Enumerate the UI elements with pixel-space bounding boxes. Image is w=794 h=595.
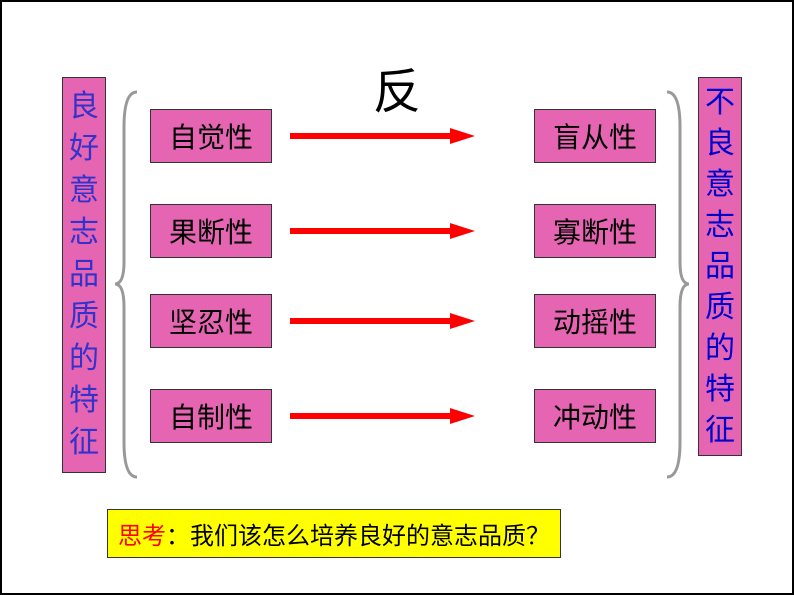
arrow-icon <box>290 126 475 146</box>
left-char: 征 <box>67 422 101 464</box>
left-char: 的 <box>67 338 101 380</box>
right-char: 不 <box>703 82 737 123</box>
right-char: 特 <box>703 369 737 410</box>
good-trait-box: 自制性 <box>150 389 272 443</box>
right-brace-icon <box>662 87 692 482</box>
left-char: 质 <box>67 296 101 338</box>
right-vertical-label: 不 良 意 志 品 质 的 特 征 <box>698 77 742 456</box>
bad-trait-box: 盲从性 <box>534 109 656 163</box>
left-char: 好 <box>67 128 101 170</box>
trait-row: 自觉性 盲从性 <box>150 112 656 160</box>
footer-separator: ： <box>166 524 190 550</box>
good-trait-box: 坚忍性 <box>150 294 272 348</box>
left-char: 志 <box>67 212 101 254</box>
bad-trait-box: 动摇性 <box>534 294 656 348</box>
left-brace-icon <box>112 87 142 482</box>
bad-trait-box: 冲动性 <box>534 389 656 443</box>
arrow-icon <box>290 221 475 241</box>
right-char: 意 <box>703 164 737 205</box>
trait-row: 果断性 寡断性 <box>150 207 656 255</box>
right-char: 志 <box>703 205 737 246</box>
trait-row: 自制性 冲动性 <box>150 392 656 440</box>
good-trait-box: 果断性 <box>150 204 272 258</box>
right-char: 的 <box>703 328 737 369</box>
left-char: 品 <box>67 254 101 296</box>
trait-row: 坚忍性 动摇性 <box>150 297 656 345</box>
bad-trait-box: 寡断性 <box>534 204 656 258</box>
arrow-icon <box>290 406 475 426</box>
left-char: 意 <box>67 170 101 212</box>
left-char: 特 <box>67 380 101 422</box>
arrow-icon <box>290 311 475 331</box>
right-char: 质 <box>703 287 737 328</box>
right-char: 良 <box>703 123 737 164</box>
good-trait-box: 自觉性 <box>150 109 272 163</box>
left-char: 良 <box>67 86 101 128</box>
right-char: 品 <box>703 246 737 287</box>
right-char: 征 <box>703 410 737 451</box>
footer-text: 我们该怎么培养良好的意志品质？ <box>190 524 550 550</box>
footer-prefix: 思考 <box>118 524 166 550</box>
left-vertical-label: 良 好 意 志 品 质 的 特 征 <box>62 77 106 473</box>
footer-question: 思考：我们该怎么培养良好的意志品质？ <box>107 509 561 558</box>
